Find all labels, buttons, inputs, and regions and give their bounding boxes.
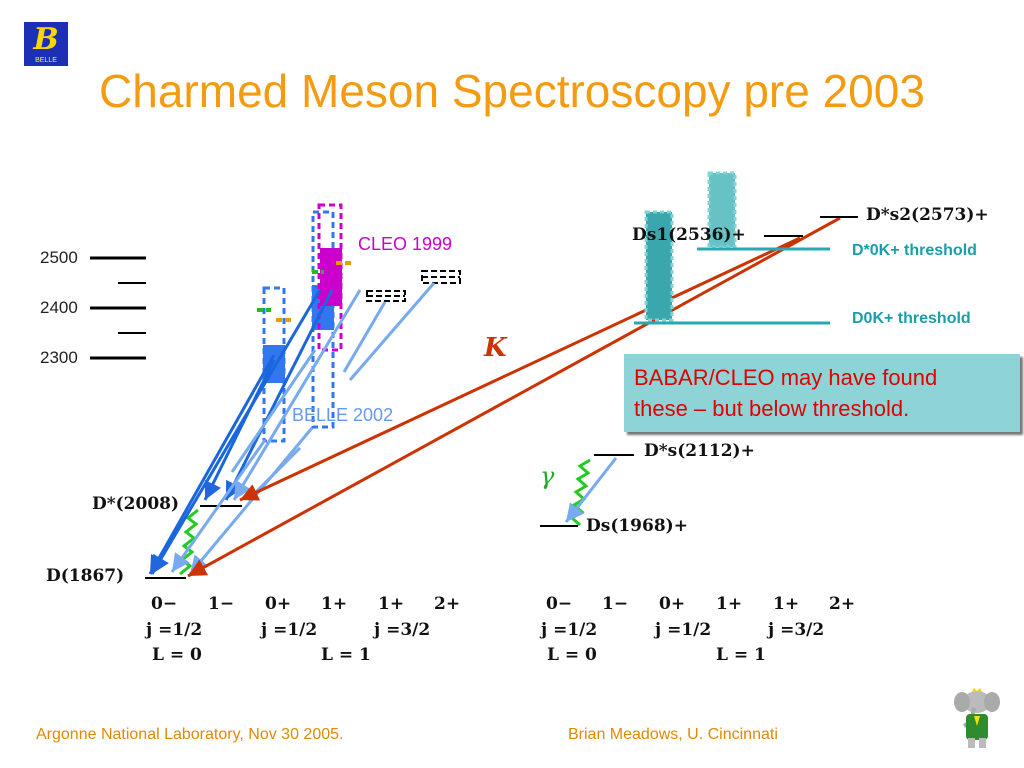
strong-decay-arrows [148, 282, 436, 575]
d-1867-label: D(1867) [46, 566, 125, 586]
ds-j-row-2: j =1/2 [655, 620, 712, 640]
ds-star-to-ds-arrow [564, 457, 618, 523]
d-star-2008-label: D*(2008) [92, 494, 180, 514]
mass-tick-2500: 2500 [40, 248, 78, 267]
slide-title: Charmed Meson Spectroscopy pre 2003 [99, 65, 925, 117]
d-j-row-3: j =3/2 [374, 620, 431, 640]
ds-jp-1plus-a: 1+ [716, 594, 743, 614]
mass-tick-2400: 2400 [40, 298, 78, 317]
ds-jp-2plus: 2+ [829, 594, 856, 614]
babar-elephant-icon [954, 688, 1000, 748]
threshold-lines [634, 247, 830, 325]
belle-logo-word: BELLE [35, 57, 57, 64]
d-jp-2plus: 2+ [434, 594, 461, 614]
d-j-row-1: j =1/2 [146, 620, 203, 640]
ds2-2573-label: D*s2(2573)+ [866, 205, 989, 225]
belle-logo: B BELLE [24, 22, 68, 66]
d-jp-1minus: 1− [208, 594, 235, 614]
ds-l-row-1: L = 0 [547, 645, 597, 665]
note-box: BABAR/CLEO may have found these – but be… [624, 354, 1020, 432]
d0-k-threshold-label: D0K+ threshold [852, 310, 971, 327]
ds-jp-0plus: 0+ [659, 594, 686, 614]
d-jp-1plus-a: 1+ [321, 594, 348, 614]
mass-tick-2300: 2300 [40, 348, 78, 367]
ds-levels [540, 216, 858, 527]
mass-scale [90, 256, 146, 360]
cleo-1999-label: CLEO 1999 [358, 234, 453, 254]
note-line-1: BABAR/CLEO may have found [634, 365, 938, 390]
ds-star-2112-label: D*s(2112)+ [644, 441, 755, 461]
ds-1968-label: Ds(1968)+ [586, 516, 688, 536]
d-star0-k-threshold-label: D*0K+ threshold [852, 242, 977, 259]
ds-jp-0minus: 0− [546, 594, 573, 614]
d-l-row-2: L = 1 [321, 645, 371, 665]
d-jp-0plus: 0+ [265, 594, 292, 614]
ds-jp-1plus-b: 1+ [773, 594, 800, 614]
kaon-label: K [484, 333, 507, 363]
belle-logo-glyph: B [33, 22, 59, 57]
ds-j-row-1: j =1/2 [541, 620, 598, 640]
ds-candidate-states [644, 171, 737, 322]
d-l-row-1: L = 0 [152, 645, 202, 665]
ds-j-row-3: j =3/2 [768, 620, 825, 640]
cleo-1999-states [312, 203, 461, 352]
belle-2002-label: BELLE 2002 [292, 405, 394, 425]
d-levels [145, 505, 242, 579]
ds1-2536-label: Ds1(2536)+ [632, 225, 746, 245]
d-jp-0minus: 0− [151, 594, 178, 614]
footer-right: Brian Meadows, U. Cincinnati [568, 726, 778, 743]
d-jp-1plus-b: 1+ [378, 594, 405, 614]
ds-l-row-2: L = 1 [716, 645, 766, 665]
d-j-row-2: j =1/2 [261, 620, 318, 640]
note-line-2: these – but below threshold. [634, 396, 910, 421]
ds-jp-1minus: 1− [602, 594, 629, 614]
photon-label: γ [540, 462, 555, 490]
kaon-decay-lines [187, 216, 841, 578]
footer-left: Argonne National Laboratory, Nov 30 2005… [36, 726, 344, 743]
